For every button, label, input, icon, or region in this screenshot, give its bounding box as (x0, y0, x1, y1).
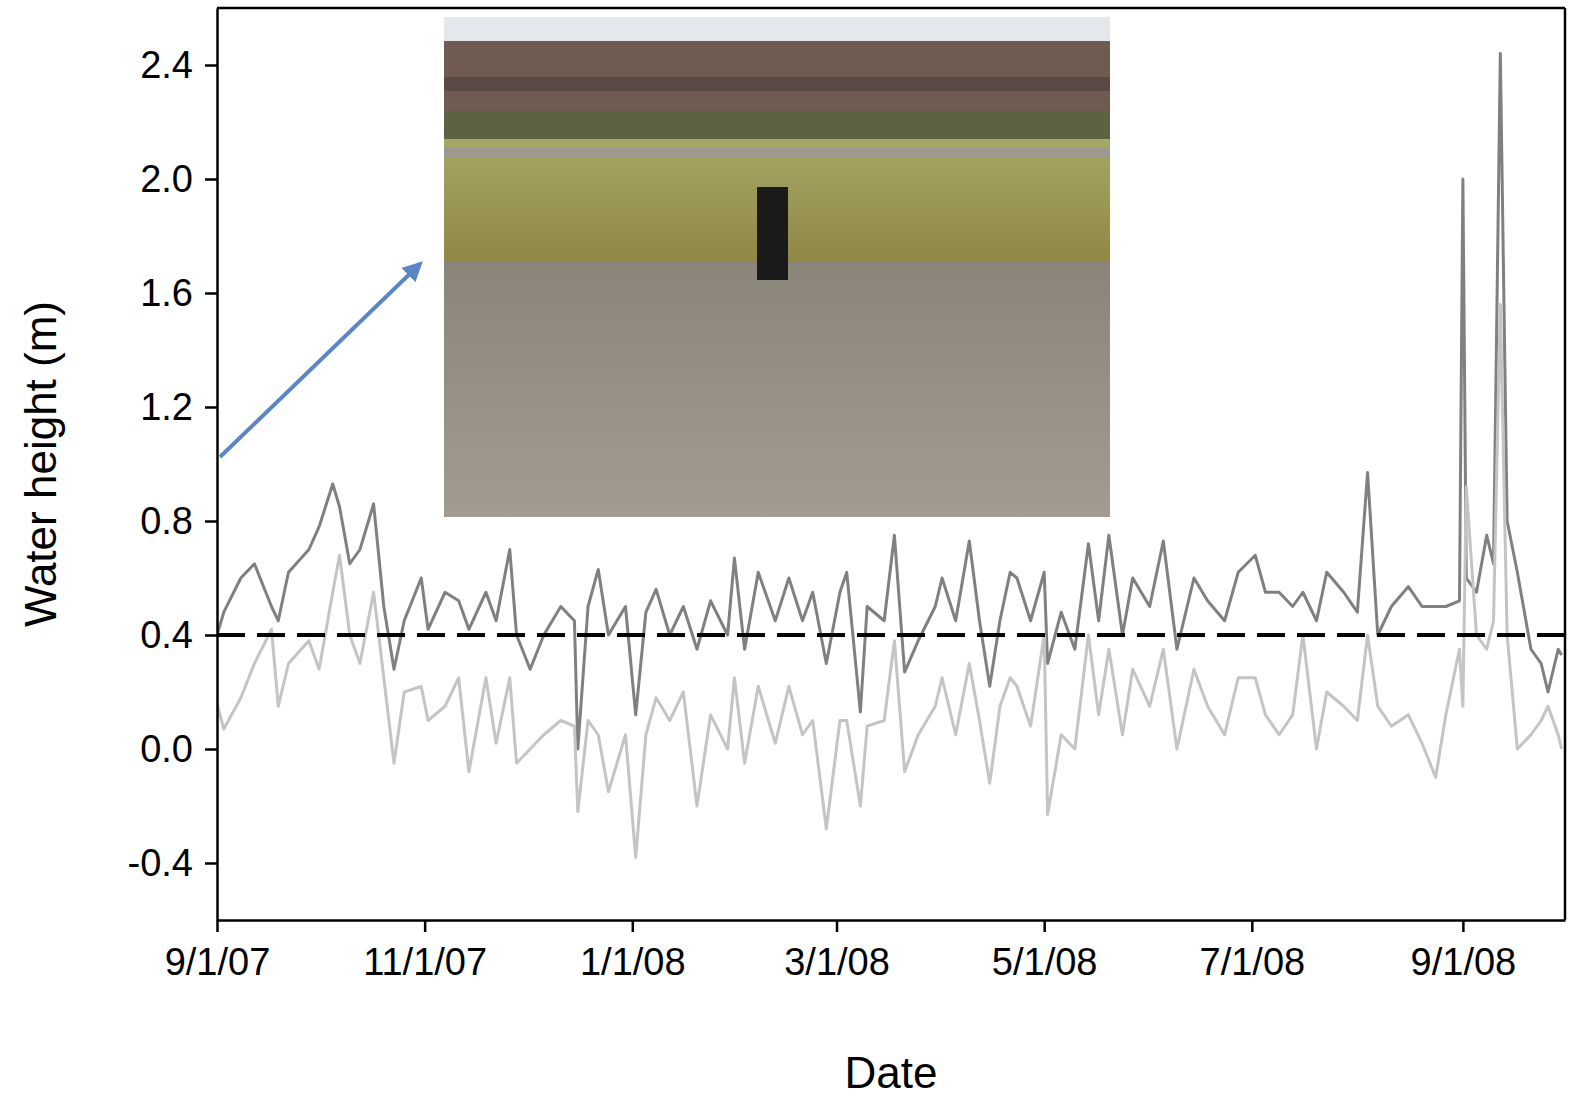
x-tick-label: 1/1/08 (580, 941, 686, 983)
y-tick: 2.4 (140, 44, 217, 86)
data-lines (217, 54, 1565, 858)
photo-shrubs (444, 111, 1110, 141)
x-tick: 3/1/08 (784, 920, 890, 983)
series-line (217, 54, 1562, 749)
photo-sky (444, 17, 1110, 45)
plot-frame-right (1564, 8, 1567, 920)
y-tick-label: 1.6 (140, 272, 193, 314)
y-axis: -0.4 0.0 0.4 0.8 1.2 1.6 2.0 2.4 (128, 9, 218, 921)
y-tick: -0.4 (128, 842, 217, 884)
y-tick: 1.6 (140, 272, 217, 314)
y-tick: 0.4 (140, 614, 217, 656)
x-tick: 9/1/07 (165, 920, 271, 983)
x-tick-label: 5/1/08 (992, 941, 1098, 983)
reference-line (217, 633, 1565, 637)
y-tick-mark (205, 178, 217, 181)
y-tick: 0.0 (140, 728, 217, 770)
photo-post (757, 187, 788, 280)
y-tick-mark (205, 520, 217, 523)
x-tick-label: 3/1/08 (784, 941, 890, 983)
y-tick-label: -0.4 (128, 842, 193, 884)
y-tick-label: 1.2 (140, 386, 193, 428)
y-tick-mark (205, 406, 217, 409)
inset-photo (444, 17, 1110, 517)
y-tick-mark (205, 748, 217, 751)
y-tick: 2.0 (140, 158, 217, 200)
x-tick-label: 7/1/08 (1200, 941, 1306, 983)
x-tick-mark (836, 920, 839, 932)
y-tick-label: 0.0 (140, 728, 193, 770)
y-tick-label: 0.8 (140, 500, 193, 542)
plot-frame-top (217, 7, 1565, 10)
y-tick: 1.2 (140, 386, 217, 428)
y-tick-label: 2.4 (140, 44, 193, 86)
pointer-arrow (220, 264, 420, 457)
x-tick-mark (216, 920, 219, 932)
x-tick-label: 9/1/08 (1411, 941, 1517, 983)
x-axis-title: Date (845, 1048, 938, 1097)
y-tick-label: 2.0 (140, 158, 193, 200)
plot-area: -0.4 0.0 0.4 0.8 1.2 1.6 2.0 2.4 9/1/07 11/1/07 1/… (128, 8, 1566, 983)
x-tick-mark (424, 920, 427, 932)
photo-building-band (444, 77, 1110, 91)
x-tick-label: 11/1/07 (363, 941, 487, 983)
y-tick-mark (205, 862, 217, 865)
x-tick-mark (1043, 920, 1046, 932)
x-tick-mark (632, 920, 635, 932)
x-tick: 7/1/08 (1200, 920, 1306, 983)
photo-water (444, 262, 1110, 517)
x-tick-mark (1251, 920, 1254, 932)
photo-water-strip (444, 147, 1110, 157)
x-tick: 5/1/08 (992, 920, 1098, 983)
y-axis-line (216, 9, 219, 921)
chart: -0.4 0.0 0.4 0.8 1.2 1.6 2.0 2.4 9/1/07 11/1/07 1/… (0, 0, 1572, 1102)
y-tick-label: 0.4 (140, 614, 193, 656)
y-tick: 0.8 (140, 500, 217, 542)
x-tick: 1/1/08 (580, 920, 686, 983)
y-axis-title: Water height (m) (16, 301, 65, 627)
x-tick-label: 9/1/07 (165, 941, 271, 983)
y-tick-mark (205, 64, 217, 67)
photo-building (444, 41, 1110, 113)
x-tick-mark (1462, 920, 1465, 932)
x-axis-line (218, 919, 1566, 922)
x-tick: 9/1/08 (1411, 920, 1517, 983)
y-tick-mark (205, 292, 217, 295)
x-tick: 11/1/07 (363, 920, 487, 983)
x-axis: 9/1/07 11/1/07 1/1/08 3/1/08 5/1/08 7/1/08 9/1… (165, 920, 1566, 983)
y-tick-mark (205, 634, 217, 637)
